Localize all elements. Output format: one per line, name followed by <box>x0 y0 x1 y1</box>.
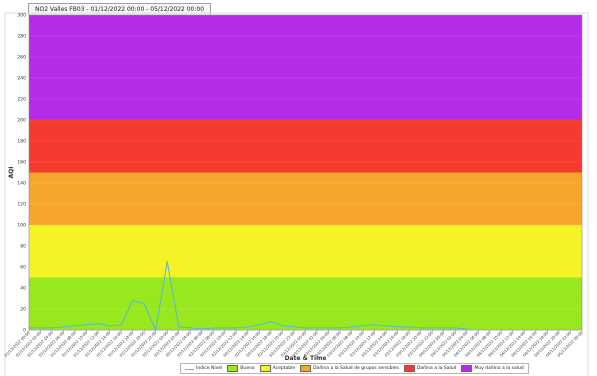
data-point-0-11 <box>155 329 157 331</box>
y-tick-label-11: 220 <box>17 97 26 103</box>
data-point-0-5 <box>86 324 88 326</box>
data-point-0-3 <box>62 326 65 328</box>
legend-item: Dañina a la Salud de grupos sensibles <box>300 365 399 372</box>
y-tick-label-1: 20 <box>20 307 26 313</box>
data-point-0-8 <box>120 324 122 326</box>
data-point-0-22 <box>281 325 284 327</box>
legend-label: Muy dañina a la salud <box>474 366 524 371</box>
data-point-0-30 <box>374 324 376 326</box>
data-point-0-37 <box>454 327 456 329</box>
legend-label: Aceptable <box>272 366 296 371</box>
y-tick-label-8: 160 <box>17 160 26 166</box>
band-4 <box>29 15 582 120</box>
data-point-0-15 <box>201 328 203 330</box>
y-axis-label: AQI <box>8 167 15 179</box>
data-point-0-26 <box>327 327 330 329</box>
band-2 <box>29 172 582 225</box>
y-tick-label-5: 100 <box>17 223 26 229</box>
data-point-0-14 <box>189 327 191 329</box>
chart-title-tab[interactable]: NO2 Valles FB03 - 01/12/2022 00:00 - 05/… <box>28 3 212 15</box>
band-3 <box>29 120 582 173</box>
data-point-0-35 <box>431 327 433 329</box>
data-point-0-32 <box>397 326 399 328</box>
legend-label: Indice Nivel <box>196 366 223 371</box>
data-point-0-13 <box>178 326 180 328</box>
data-point-0-12 <box>166 261 168 263</box>
legend-item: Indice Nivel <box>185 366 222 371</box>
chart-legend: Indice Nivel Bueno Aceptable Dañina a la Sa… <box>180 363 529 374</box>
y-tick-label-13: 260 <box>17 55 26 61</box>
legend-label: Dañina a la Salud de grupos sensibles <box>313 366 399 371</box>
y-tick-label-0: 0 <box>23 328 26 334</box>
data-point-0-34 <box>420 327 422 329</box>
data-point-0-31 <box>385 325 387 327</box>
data-point-0-36 <box>443 327 445 329</box>
legend-item: Bueno <box>227 365 255 372</box>
data-point-0-21 <box>270 321 272 323</box>
legend-item: Muy dañina a la salud <box>461 365 524 372</box>
data-point-0-28 <box>350 326 353 328</box>
data-point-0-29 <box>362 325 364 327</box>
x-axis-label: Date & Time <box>285 355 327 362</box>
y-tick-label-3: 60 <box>20 265 26 271</box>
legend-color-swatch <box>227 365 239 372</box>
legend-item: Aceptable <box>259 365 296 372</box>
legend-color-swatch <box>403 365 415 372</box>
y-tick-label-9: 180 <box>17 139 26 145</box>
y-tick-label-14: 280 <box>17 34 26 40</box>
data-point-0-16 <box>212 327 214 329</box>
data-point-0-17 <box>224 327 226 329</box>
legend-color-swatch <box>300 365 312 372</box>
data-point-0-24 <box>304 327 307 329</box>
data-point-0-18 <box>235 327 237 329</box>
data-point-0-19 <box>247 326 249 328</box>
data-point-0-6 <box>97 323 99 325</box>
y-tick-label-7: 140 <box>17 181 26 187</box>
legend-item: Dañina a la Salud <box>403 365 457 372</box>
data-point-0-0 <box>28 327 30 329</box>
data-point-0-27 <box>339 327 341 329</box>
data-point-0-4 <box>74 325 76 327</box>
data-point-0-10 <box>143 303 145 305</box>
band-0 <box>29 277 582 330</box>
chart-frame <box>4 12 589 376</box>
data-point-0-1 <box>39 327 42 329</box>
y-tick-label-10: 200 <box>17 118 26 124</box>
legend-label: Bueno <box>240 366 255 371</box>
data-point-0-25 <box>316 327 318 329</box>
data-point-0-2 <box>51 327 53 329</box>
y-tick-label-12: 240 <box>17 76 26 82</box>
legend-line-swatch <box>185 368 194 370</box>
legend-label: Dañina a la Salud <box>416 366 457 371</box>
data-point-0-33 <box>408 326 410 328</box>
y-tick-label-6: 120 <box>17 202 26 208</box>
data-point-0-23 <box>293 326 295 328</box>
y-tick-label-2: 40 <box>20 286 26 292</box>
y-tick-label-15: 300 <box>17 13 26 19</box>
legend-color-swatch <box>461 365 473 372</box>
data-point-0-7 <box>109 325 111 327</box>
data-point-0-38 <box>466 328 468 330</box>
y-tick-label-4: 80 <box>20 244 26 250</box>
legend-color-swatch <box>259 365 271 372</box>
data-point-0-9 <box>132 300 134 302</box>
data-point-0-20 <box>258 324 261 326</box>
band-1 <box>29 225 582 278</box>
